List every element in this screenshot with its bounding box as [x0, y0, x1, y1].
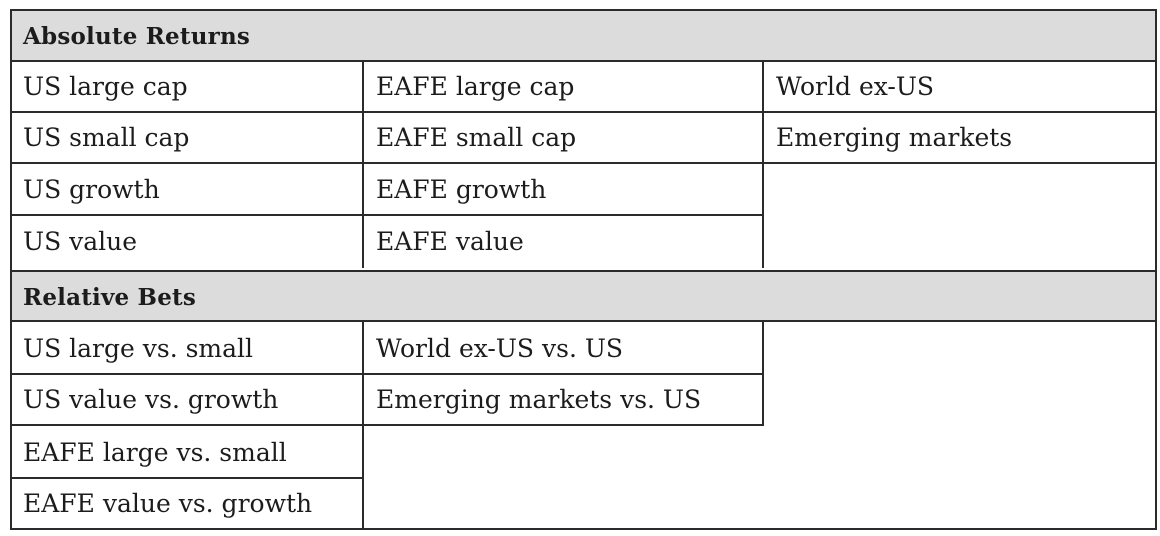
- table-cell: US value: [12, 215, 364, 268]
- table-cell: EAFE value: [362, 215, 764, 268]
- table-cell: US small cap: [12, 111, 364, 164]
- section-title: Relative Bets: [23, 284, 196, 311]
- table-cell: US growth: [12, 163, 364, 216]
- strategy-table: Absolute Returns US large cap US small c…: [10, 9, 1157, 530]
- section-title: Absolute Returns: [23, 23, 251, 50]
- table-cell: EAFE value vs. growth: [12, 477, 364, 528]
- table-cell: EAFE large cap: [362, 60, 764, 113]
- table-cell: World ex-US: [762, 60, 1155, 113]
- table-cell: World ex-US vs. US: [362, 322, 764, 375]
- table-cell: US value vs. growth: [12, 373, 364, 426]
- table-cell: Emerging markets: [762, 111, 1155, 164]
- table-cell: EAFE growth: [362, 163, 764, 216]
- table-cell: EAFE large vs. small: [12, 426, 364, 479]
- section-header-relative-bets: Relative Bets: [12, 270, 1155, 322]
- table-cell: US large vs. small: [12, 322, 364, 375]
- table-cell: EAFE small cap: [362, 111, 764, 164]
- table-cell: Emerging markets vs. US: [362, 373, 764, 426]
- table-cell: US large cap: [12, 60, 364, 113]
- section-header-absolute-returns: Absolute Returns: [12, 11, 1155, 62]
